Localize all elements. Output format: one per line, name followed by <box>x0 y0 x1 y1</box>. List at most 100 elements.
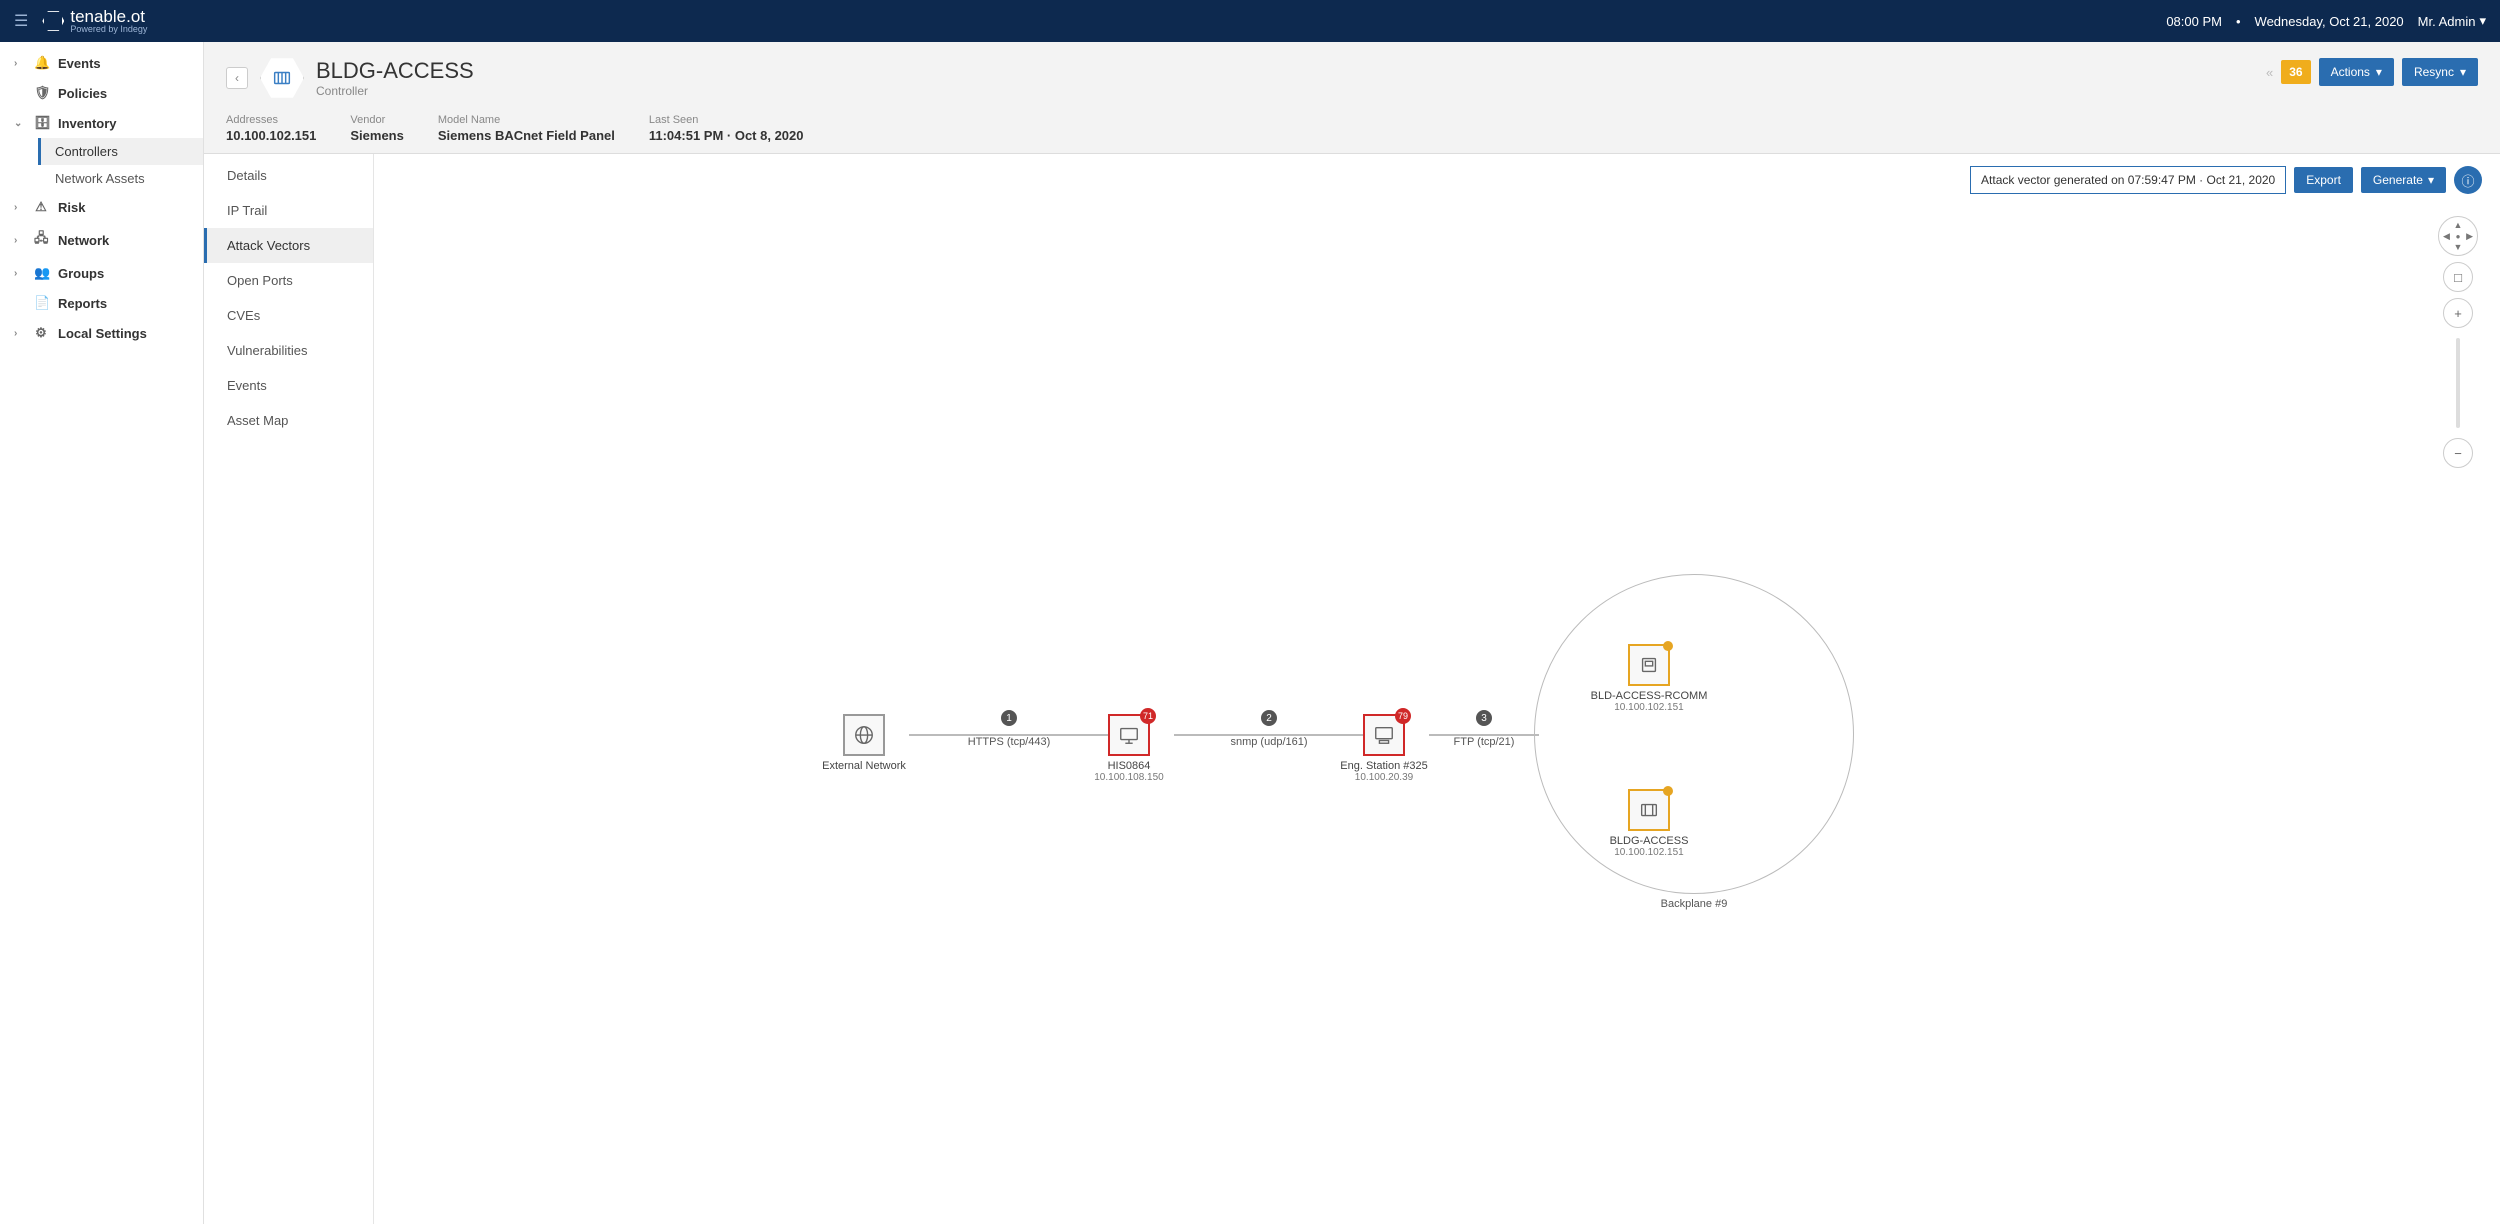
workstation-icon: 79 <box>1363 714 1405 756</box>
sidebar-item-label: Reports <box>58 296 107 311</box>
topbar-sep: • <box>2236 14 2241 29</box>
pan-control[interactable]: ▲▼◀▶ ● <box>2438 216 2478 256</box>
sidebar-item-groups[interactable]: ›👥Groups <box>0 258 203 288</box>
meta-label: Model Name <box>438 114 615 126</box>
meta-value: Siemens BACnet Field Panel <box>438 128 615 143</box>
asset-header: ‹ BLDG-ACCESS Controller « 36 Actions▾ R… <box>204 42 2500 154</box>
tab-details[interactable]: Details <box>204 158 373 193</box>
zoom-out-button[interactable]: − <box>2443 438 2473 468</box>
zoom-slider[interactable] <box>2456 338 2460 428</box>
inventory-icon: 🗄 <box>34 115 48 131</box>
edge-protocol: HTTPS (tcp/443) <box>968 736 1051 748</box>
asset-type: Controller <box>316 84 474 98</box>
chevron-down-icon: ▾ <box>2428 173 2434 187</box>
topbar-time: 08:00 PM <box>2166 14 2222 29</box>
node-badge <box>1663 641 1673 651</box>
sidebar-item-network[interactable]: ›🖧Network <box>0 222 203 258</box>
sidebar-item-local-settings[interactable]: ›⚙Local Settings <box>0 318 203 348</box>
node-label: Eng. Station #325 <box>1314 760 1454 772</box>
menu-toggle-icon[interactable]: ☰ <box>14 11 28 31</box>
sidebar-item-label: Events <box>58 56 101 71</box>
tab-cves[interactable]: CVEs <box>204 298 373 333</box>
node-sublabel: 10.100.102.151 <box>1579 847 1719 858</box>
sidebar-subitem-controllers[interactable]: Controllers <box>38 138 203 165</box>
node-label: BLD-ACCESS-RCOMM <box>1579 690 1719 702</box>
brand-hex-icon <box>42 10 64 32</box>
edge-protocol: FTP (tcp/21) <box>1454 736 1515 748</box>
reports-icon: 📄 <box>34 295 48 311</box>
user-menu[interactable]: Mr. Admin ▾ <box>2418 13 2486 29</box>
sidebar-item-label: Policies <box>58 86 107 101</box>
meta-label: Addresses <box>226 114 316 126</box>
chevron-down-icon: ▾ <box>2460 65 2466 79</box>
sidebar-item-risk[interactable]: › ⚠ Risk <box>0 192 203 222</box>
export-button[interactable]: Export <box>2294 167 2353 193</box>
attack-vector-canvas[interactable]: Attack vector generated on 07:59:47 PM ·… <box>374 154 2500 1224</box>
asset-title: BLDG-ACCESS <box>316 58 474 84</box>
sidebar-item-reports[interactable]: 📄 Reports <box>0 288 203 318</box>
tab-asset-map[interactable]: Asset Map <box>204 403 373 438</box>
sidebar-item-inventory[interactable]: ⌄🗄Inventory <box>0 108 203 138</box>
meta-value: 10.100.102.151 <box>226 128 316 143</box>
sidebar-item-label: Risk <box>58 200 85 215</box>
asset-type-icon <box>260 56 304 100</box>
tab-vulnerabilities[interactable]: Vulnerabilities <box>204 333 373 368</box>
edge-step-badge: 3 <box>1476 710 1492 726</box>
tab-events[interactable]: Events <box>204 368 373 403</box>
info-button[interactable]: ⓘ <box>2454 166 2482 194</box>
tab-attack-vectors[interactable]: Attack Vectors <box>204 228 373 263</box>
meta-value: Siemens <box>350 128 403 143</box>
chevron-icon: › <box>14 235 24 246</box>
network-icon: 🖧 <box>34 229 48 251</box>
node-label: External Network <box>794 760 934 772</box>
node-sublabel: 10.100.108.150 <box>1059 772 1199 783</box>
zoom-in-button[interactable]: + <box>2443 298 2473 328</box>
controller-icon <box>1628 789 1670 831</box>
resync-button[interactable]: Resync▾ <box>2402 58 2478 86</box>
risk-badge[interactable]: 36 <box>2281 60 2310 84</box>
sidebar-item-policies[interactable]: 🛡 Policies <box>0 78 203 108</box>
node-label: BLDG-ACCESS <box>1579 835 1719 847</box>
settings-icon: ⚙ <box>34 325 48 341</box>
node-his[interactable]: 71 HIS086410.100.108.150 <box>1059 714 1199 783</box>
sidebar-item-label: Local Settings <box>58 326 147 341</box>
chevron-down-icon: ▾ <box>2479 13 2486 29</box>
node-badge: 79 <box>1395 708 1411 724</box>
collapse-icon[interactable]: « <box>2266 65 2273 80</box>
fit-button[interactable]: □ <box>2443 262 2473 292</box>
meta-label: Vendor <box>350 114 403 126</box>
meta-label: Last Seen <box>649 114 804 126</box>
node-badge: 71 <box>1140 708 1156 724</box>
sidebar-item-events[interactable]: › 🔔 Events <box>0 48 203 78</box>
backplane-label: Backplane #9 <box>1534 898 1854 910</box>
meta-value: 11:04:51 PM · Oct 8, 2020 <box>649 128 804 143</box>
generate-button[interactable]: Generate▾ <box>2361 167 2446 193</box>
brand-sub: Powered by Indegy <box>70 25 147 34</box>
chevron-icon: › <box>14 58 24 69</box>
node-badge <box>1663 786 1673 796</box>
node-label: HIS0864 <box>1059 760 1199 772</box>
edge-step-badge: 2 <box>1261 710 1277 726</box>
sidebar-subitem-network-assets[interactable]: Network Assets <box>38 165 203 192</box>
tab-open-ports[interactable]: Open Ports <box>204 263 373 298</box>
brand-logo[interactable]: tenable.ot Powered by Indegy <box>42 8 147 34</box>
risk-icon: ⚠ <box>34 199 48 215</box>
topbar-date: Wednesday, Oct 21, 2020 <box>2255 14 2404 29</box>
node-ext[interactable]: External Network <box>794 714 934 772</box>
chevron-icon: › <box>14 202 24 213</box>
node-rcomm[interactable]: BLD-ACCESS-RCOMM10.100.102.151 <box>1579 644 1719 713</box>
tab-ip-trail[interactable]: IP Trail <box>204 193 373 228</box>
monitor-icon: 71 <box>1108 714 1150 756</box>
detail-tabs: DetailsIP TrailAttack VectorsOpen PortsC… <box>204 154 374 1224</box>
node-bldg[interactable]: BLDG-ACCESS10.100.102.151 <box>1579 789 1719 858</box>
shield-icon: 🛡 <box>34 85 48 101</box>
bell-icon: 🔔 <box>34 55 48 71</box>
chevron-down-icon: ▾ <box>2376 65 2382 79</box>
node-sublabel: 10.100.102.151 <box>1579 702 1719 713</box>
groups-icon: 👥 <box>34 265 48 281</box>
node-sublabel: 10.100.20.39 <box>1314 772 1454 783</box>
back-button[interactable]: ‹ <box>226 67 248 89</box>
node-eng[interactable]: 79 Eng. Station #32510.100.20.39 <box>1314 714 1454 783</box>
actions-button[interactable]: Actions▾ <box>2319 58 2394 86</box>
globe-icon <box>843 714 885 756</box>
